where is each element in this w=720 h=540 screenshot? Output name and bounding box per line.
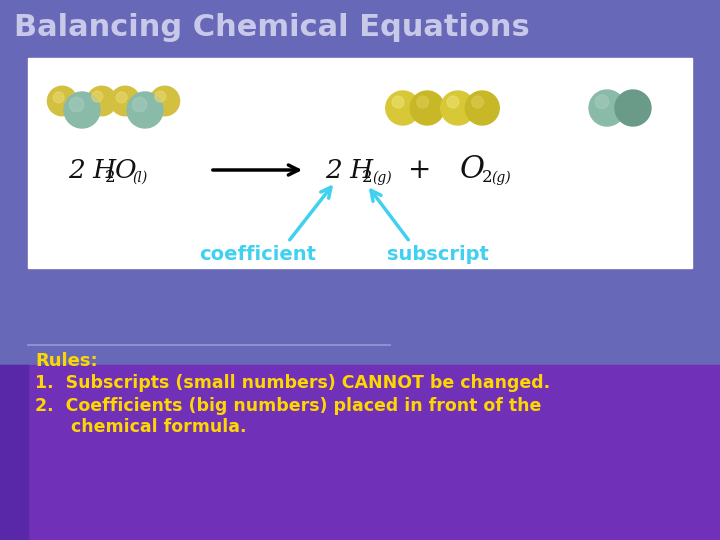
- Text: Balancing Chemical Equations: Balancing Chemical Equations: [14, 13, 530, 42]
- Text: O: O: [460, 154, 485, 186]
- Text: chemical formula.: chemical formula.: [35, 418, 246, 436]
- Circle shape: [132, 97, 147, 112]
- Text: (g): (g): [491, 171, 510, 185]
- Circle shape: [48, 86, 77, 116]
- Text: 2: 2: [362, 170, 373, 186]
- Bar: [0, 365, 720, 540]
- Circle shape: [595, 95, 609, 109]
- Circle shape: [110, 86, 140, 116]
- Text: coefficient: coefficient: [199, 245, 317, 264]
- Circle shape: [410, 91, 444, 125]
- Text: 2: 2: [482, 170, 492, 186]
- Text: 2.  Coefficients (big numbers) placed in front of the: 2. Coefficients (big numbers) placed in …: [35, 397, 541, 415]
- Circle shape: [615, 90, 651, 126]
- Text: Rules:: Rules:: [35, 352, 98, 370]
- Text: O: O: [115, 158, 137, 183]
- Circle shape: [53, 92, 64, 103]
- Circle shape: [87, 86, 117, 116]
- Circle shape: [417, 96, 428, 108]
- Text: 2: 2: [105, 170, 116, 186]
- Circle shape: [69, 97, 84, 112]
- Circle shape: [64, 92, 100, 128]
- Circle shape: [472, 96, 484, 108]
- Text: 1.  Subscripts (small numbers) CANNOT be changed.: 1. Subscripts (small numbers) CANNOT be …: [35, 374, 550, 392]
- Bar: [0, 0, 720, 365]
- Text: (g): (g): [372, 171, 392, 185]
- Text: 2 H: 2 H: [325, 158, 373, 183]
- Circle shape: [127, 92, 163, 128]
- Circle shape: [116, 92, 127, 103]
- Circle shape: [589, 90, 625, 126]
- Text: 2 H: 2 H: [68, 158, 116, 183]
- Bar: [0, 365, 28, 540]
- Bar: [28, 58, 692, 268]
- Circle shape: [92, 91, 103, 102]
- Text: +: +: [408, 157, 432, 184]
- Circle shape: [441, 91, 474, 125]
- Circle shape: [150, 86, 179, 116]
- Circle shape: [386, 91, 420, 125]
- Circle shape: [392, 96, 404, 108]
- Circle shape: [155, 91, 166, 102]
- Circle shape: [447, 96, 459, 108]
- Circle shape: [465, 91, 499, 125]
- Text: subscript: subscript: [387, 246, 489, 265]
- Text: (l): (l): [132, 171, 148, 185]
